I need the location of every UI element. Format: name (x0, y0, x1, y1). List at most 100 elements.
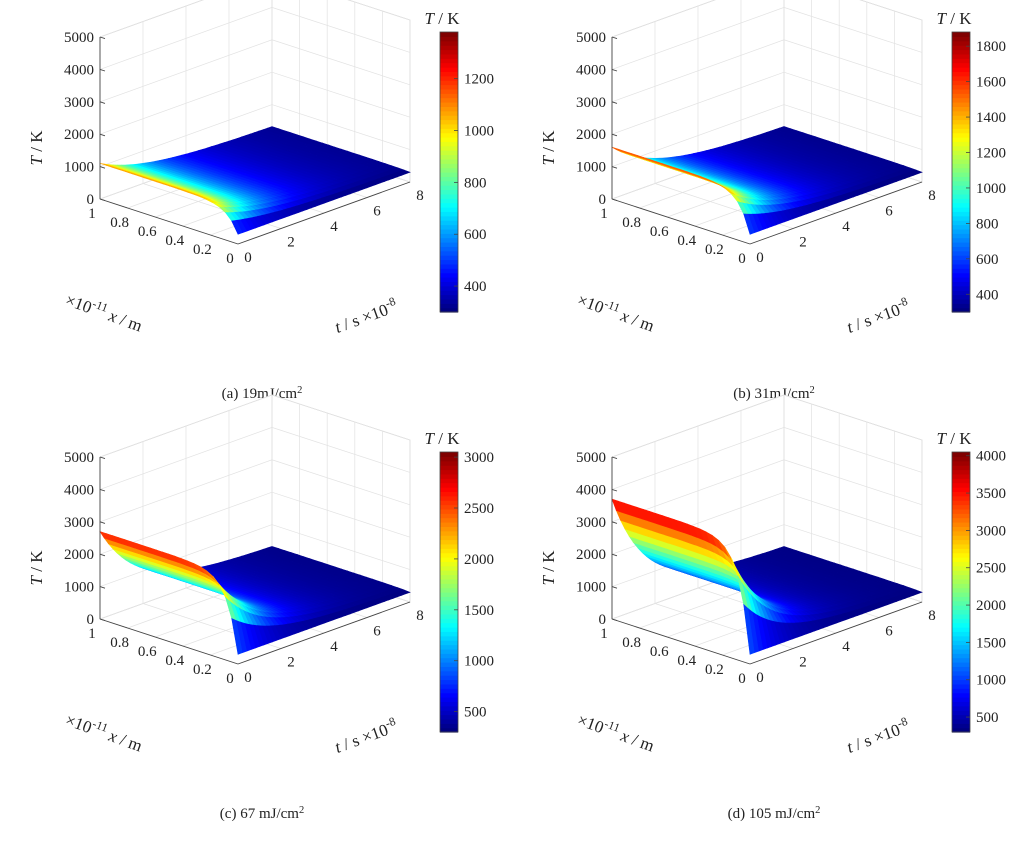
z-tick-label: 4000 (576, 62, 606, 78)
t-tick-label: 6 (373, 204, 381, 220)
x-tick-label: 1 (600, 206, 608, 222)
colorbar-frame (439, 31, 459, 313)
colorbar-band (440, 473, 458, 479)
z-tick-label: 1000 (576, 160, 606, 176)
colorbar-tick-label: 1500 (464, 603, 494, 619)
z-tick-label: 2000 (64, 127, 94, 143)
z-tick-label: 5000 (64, 30, 94, 46)
colorbar-band (440, 452, 458, 457)
colorbar-band (952, 535, 970, 541)
t-tick-label: 8 (416, 608, 424, 624)
colorbar-band (440, 67, 458, 72)
colorbar-band (440, 495, 458, 501)
x-tick-label: 1 (88, 626, 96, 642)
colorbar-band (440, 513, 458, 519)
z-axis-label: T / K (27, 550, 46, 586)
colorbar-band (952, 508, 970, 514)
colorbar-band (952, 307, 970, 313)
colorbar-band (440, 692, 458, 698)
colorbar-tick-label: 400 (976, 287, 999, 303)
z-axis-label: T / K (539, 550, 558, 586)
colorbar-band (440, 132, 458, 138)
colorbar-tick-label: 3000 (976, 523, 1006, 539)
colorbar-band (952, 250, 970, 256)
colorbar-band (952, 539, 970, 545)
colorbar-band (952, 281, 970, 287)
colorbar-tick-label: 1200 (976, 146, 1006, 162)
colorbar-band (952, 211, 970, 217)
colorbar-band (440, 469, 458, 475)
colorbar-band (440, 596, 458, 602)
surface-patch (743, 213, 755, 235)
colorbar-band (952, 587, 970, 593)
colorbar-band (440, 224, 458, 230)
colorbar-tick-label: 1000 (976, 673, 1006, 689)
colorbar-tick-label: 800 (976, 216, 999, 232)
colorbar-band (952, 701, 970, 707)
x-tick-label: 0 (738, 671, 746, 687)
colorbar-band (440, 622, 458, 628)
colorbar-tick-label: 500 (464, 705, 487, 721)
z-tick-label: 0 (87, 192, 95, 208)
colorbar-band (440, 237, 458, 243)
t-tick-label: 0 (756, 670, 764, 686)
colorbar-band (952, 220, 970, 226)
z-tick-mark (611, 133, 618, 137)
colorbar-band (440, 255, 458, 261)
colorbar-band (440, 653, 458, 659)
z-tick-mark (611, 198, 618, 202)
colorbar-band (952, 40, 970, 46)
x-tick-label: 0.6 (650, 224, 669, 240)
colorbar-band (440, 535, 458, 541)
colorbar-band (952, 548, 970, 554)
grid-line-z (99, 0, 411, 38)
z-tick-mark (99, 101, 106, 104)
colorbar-band (440, 259, 458, 265)
t-tick-label: 0 (244, 250, 252, 266)
x-tick-label: 0.4 (165, 653, 184, 669)
colorbar-band (952, 592, 970, 597)
colorbar-band (952, 233, 970, 239)
colorbar-band (440, 679, 458, 685)
colorbar-tick-label: 1000 (464, 124, 494, 140)
colorbar-band (952, 469, 970, 475)
colorbar-band (952, 631, 970, 637)
colorbar-band (440, 517, 458, 523)
colorbar-band (440, 688, 458, 694)
colorbar-band (952, 670, 970, 676)
colorbar-band (440, 552, 458, 558)
axes (99, 37, 411, 245)
z-tick-mark (99, 68, 106, 72)
colorbar-band (440, 45, 458, 51)
colorbar-band (952, 189, 970, 195)
colorbar-band (440, 172, 458, 177)
colorbar-band (440, 285, 458, 291)
x-tick-label: 0 (226, 671, 234, 687)
colorbar-band (440, 718, 458, 724)
colorbar-band (952, 491, 970, 497)
colorbar-tick-label: 1600 (976, 75, 1006, 91)
colorbar-band (952, 522, 970, 527)
colorbar-band (440, 710, 458, 716)
colorbar-band (440, 675, 458, 681)
colorbar-band (952, 578, 970, 584)
colorbar-band (440, 145, 458, 151)
colorbar-band (952, 679, 970, 685)
z-tick-label: 5000 (64, 450, 94, 466)
colorbar-tick-label: 500 (976, 710, 999, 726)
colorbar-band (440, 84, 458, 90)
z-tick-mark (611, 68, 618, 72)
colorbar-band (440, 40, 458, 46)
x-tick-label: 0.8 (622, 215, 641, 231)
colorbar-band (952, 106, 970, 112)
t-tick-label: 0 (244, 670, 252, 686)
colorbar-band (440, 666, 458, 672)
colorbar-band (440, 526, 458, 532)
colorbar-tick-label: 2000 (976, 598, 1006, 614)
colorbar-band (952, 574, 970, 580)
colorbar-band (440, 115, 458, 121)
colorbar-band (952, 132, 970, 138)
colorbar-band (952, 150, 970, 156)
